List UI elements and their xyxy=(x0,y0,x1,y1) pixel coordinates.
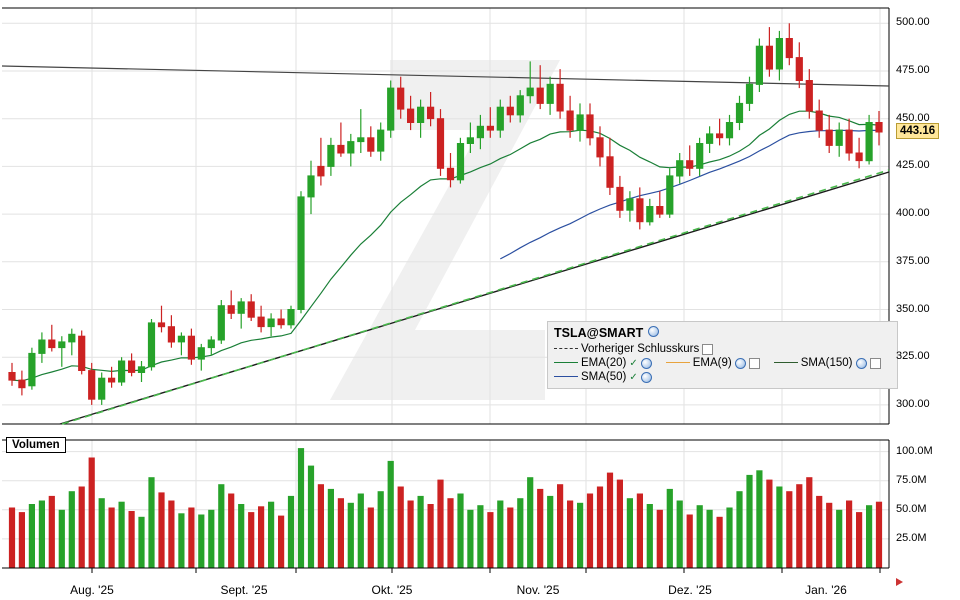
legend-row: EMA(20) ✓ EMA(9) SMA(150) xyxy=(554,357,891,369)
price-tick-label: 425.00 xyxy=(896,159,930,172)
time-tick-label: Okt. '25 xyxy=(371,583,413,597)
legend-item-2[interactable]: EMA(9) xyxy=(665,357,760,369)
price-tick-label: 375.00 xyxy=(896,254,930,267)
checkbox-icon[interactable] xyxy=(748,357,760,369)
legend-line-swatch xyxy=(554,361,578,363)
price-tick-label: 450.00 xyxy=(896,111,930,124)
volume-tick-label: 50.0M xyxy=(896,502,927,515)
volume-panel-label: Volumen xyxy=(6,437,66,453)
legend-label: SMA(50) xyxy=(581,371,627,383)
legend-line-swatch xyxy=(554,347,578,349)
legend-label: SMA(150) xyxy=(800,357,853,369)
legend-label: EMA(20) xyxy=(581,357,627,369)
settings-dot-icon[interactable] xyxy=(734,357,746,369)
price-tick-label: 300.00 xyxy=(896,397,930,410)
legend-item-3[interactable]: SMA(150) xyxy=(773,357,881,369)
legend-label: EMA(9) xyxy=(692,357,732,369)
price-tick-label: 500.00 xyxy=(896,16,930,29)
price-tick-label: 400.00 xyxy=(896,207,930,220)
legend-item-0[interactable]: Vorheriger Schlusskurs xyxy=(554,343,714,355)
price-tick-label: 350.00 xyxy=(896,302,930,315)
settings-dot-icon[interactable] xyxy=(640,357,652,369)
price-tick-label: 475.00 xyxy=(896,63,930,76)
legend-line-swatch xyxy=(665,361,690,363)
time-tick-label: Aug. '25 xyxy=(70,583,114,597)
time-tick-label: Nov. '25 xyxy=(516,583,560,597)
legend-rows: Vorheriger Schlusskurs EMA(20) ✓ EMA(9) SMA(… xyxy=(554,343,891,383)
legend-item-4[interactable]: SMA(50) ✓ xyxy=(554,371,652,383)
checkbox-icon[interactable] xyxy=(702,343,714,355)
time-tick-label: Jan. '26 xyxy=(805,583,847,597)
volume-tick-label: 25.0M xyxy=(896,531,927,544)
checkbox-icon[interactable] xyxy=(869,357,881,369)
volume-tick-label: 100.0M xyxy=(896,444,933,457)
check-icon[interactable]: ✓ xyxy=(629,357,638,369)
settings-dot-icon[interactable] xyxy=(855,357,867,369)
legend-line-swatch xyxy=(773,361,798,363)
legend-row: SMA(50) ✓ xyxy=(554,371,891,383)
price-tick-label: 325.00 xyxy=(896,350,930,363)
legend-title: TSLA@SMART xyxy=(554,326,891,340)
settings-dot-icon[interactable] xyxy=(640,371,652,383)
legend-item-1[interactable]: EMA(20) ✓ xyxy=(554,357,652,369)
volume-tick-label: 75.0M xyxy=(896,473,927,486)
chart-legend: TSLA@SMART Vorheriger Schlusskurs EMA(20)… xyxy=(547,321,898,389)
legend-line-swatch xyxy=(554,375,578,377)
last-price-badge: 443.16 xyxy=(896,122,940,139)
check-icon[interactable]: ✓ xyxy=(629,371,638,383)
legend-row: Vorheriger Schlusskurs xyxy=(554,343,891,355)
legend-label: Vorheriger Schlusskurs xyxy=(581,343,700,355)
time-tick-label: Sept. '25 xyxy=(220,583,268,597)
legend-title-dot-icon[interactable] xyxy=(648,326,660,337)
time-tick-label: Dez. '25 xyxy=(668,583,712,597)
